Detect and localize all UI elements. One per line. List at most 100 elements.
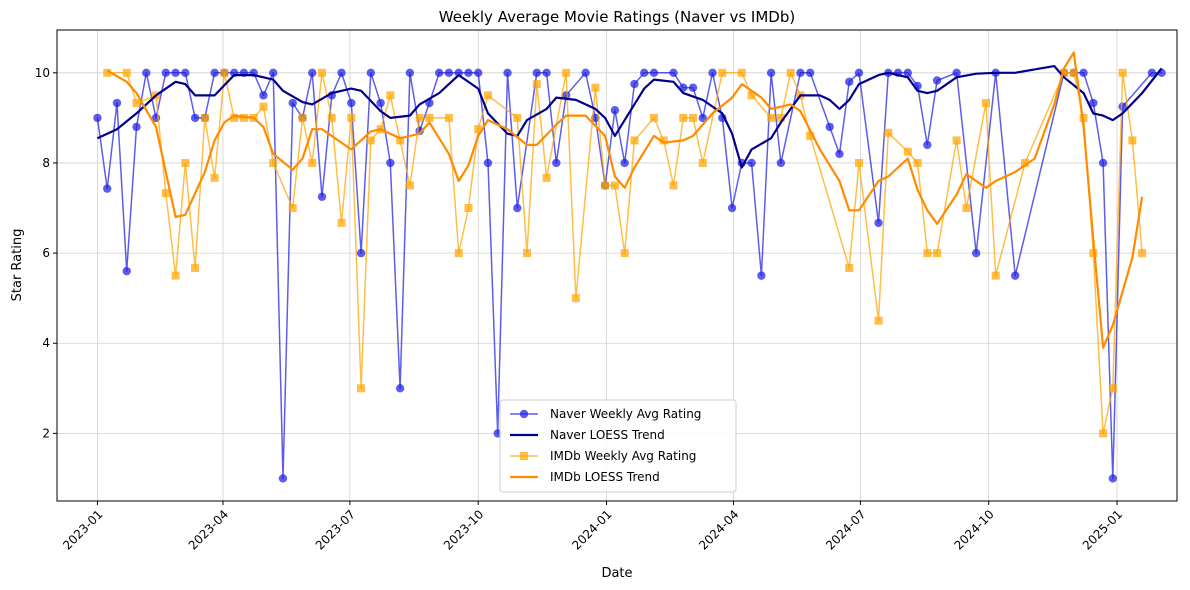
data-point [571,294,580,303]
data-point [347,98,356,108]
data-point [923,140,932,150]
legend-label: Naver Weekly Avg Rating [550,407,701,421]
data-point [1118,102,1127,111]
data-point [483,158,493,168]
legend-item: Naver LOESS Trend [510,428,665,442]
data-point [659,136,668,145]
data-point [200,113,209,122]
data-point [298,113,307,122]
data-point [268,68,278,78]
data-point [933,249,942,258]
legend-item: IMDb Weekly Avg Rating [510,449,696,463]
data-point [630,79,639,89]
x-tick-label: 2024-04 [696,507,741,552]
y-tick-label: 10 [35,66,50,80]
data-point [405,181,414,190]
data-point [269,158,278,167]
x-tick-label: 2023-10 [441,507,486,552]
trend-line [106,51,1144,349]
data-point [376,98,385,108]
data-point [727,203,737,213]
data-point [698,113,707,123]
data-point [415,113,424,122]
data-point [796,68,805,78]
data-point [688,83,698,92]
data-point [220,68,229,77]
data-point [1079,68,1088,78]
data-point [366,68,376,78]
data-point [171,271,180,280]
plot-frame [56,29,1178,502]
y-axis-label: Star Rating [10,229,25,302]
data-point [1020,158,1029,167]
data-point [1147,68,1157,78]
data-point [1069,68,1078,77]
data-point [444,113,453,122]
data-point [288,204,297,213]
data-point [259,102,268,111]
legend-label: IMDb LOESS Trend [550,470,660,484]
data-point [747,158,756,168]
y-tick-label: 8 [42,156,50,170]
data-point [874,316,883,325]
data-point [386,91,395,100]
data-point [513,203,522,213]
data-point [845,263,854,272]
data-point [454,68,463,78]
data-point [464,68,473,78]
series-naver-loess-trend [96,65,1163,169]
data-point [122,68,131,77]
y-axis-ticks: 2 4 6 8 10 [35,66,57,440]
chart-title: Weekly Average Movie Ratings (Naver vs I… [439,8,795,26]
data-point [679,113,688,122]
data-point [806,131,815,140]
x-axis-ticks: 2023-01 2023-04 2023-07 2023-10 2024-01 2024-… [60,501,1125,553]
data-point [523,249,532,258]
data-point [649,68,659,78]
data-point [854,158,863,167]
data-point [191,263,200,272]
x-tick-label: 2023-04 [186,507,231,552]
data-point [981,99,990,108]
data-point [112,98,122,108]
data-point [649,113,658,122]
data-point [991,271,1000,280]
data-point [786,68,795,77]
data-point [337,68,346,78]
data-point [210,68,219,78]
data-point [444,68,454,78]
data-point [532,68,542,78]
legend-box [499,399,737,493]
legend-label: IMDb Weekly Avg Rating [550,449,696,463]
data-point [845,77,854,87]
data-point [552,158,561,168]
data-point [395,384,405,393]
data-point [396,136,405,145]
data-point [103,184,112,193]
data-point [1098,158,1108,168]
data-point [708,68,717,78]
data-point [93,113,102,123]
x-tick-label: 2023-07 [313,507,358,552]
data-point [454,249,463,258]
data-point [776,113,785,122]
data-point [356,248,366,258]
series-naver-weekly-avg-rating [93,68,1166,483]
series-layer [93,51,1166,483]
data-point [181,158,190,167]
data-point [669,181,678,190]
data-point [483,91,492,100]
x-tick-label: 2024-10 [951,507,996,552]
data-point [1079,113,1088,122]
data-point [971,248,981,258]
legend-label: Naver LOESS Trend [550,428,665,442]
data-point [513,113,522,122]
data-point [317,192,327,201]
data-point [142,68,151,78]
data-point [1089,249,1098,258]
data-point [630,136,639,145]
data-point [405,68,415,78]
data-point [103,68,112,77]
data-point [171,68,180,78]
data-point [425,113,434,122]
